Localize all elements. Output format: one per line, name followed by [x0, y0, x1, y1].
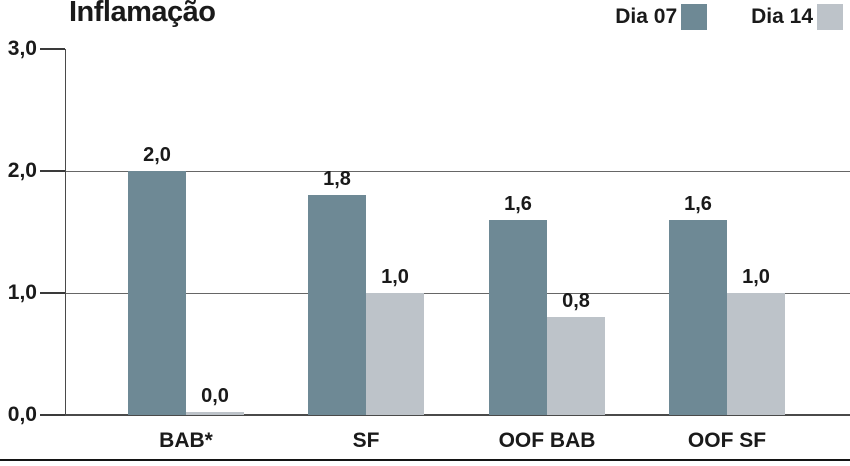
legend-item-dia07: Dia 07: [615, 4, 708, 30]
y-axis-tick: [40, 170, 65, 172]
bar-dia14-bab: [186, 412, 244, 415]
category-label-bab: BAB*: [159, 429, 213, 452]
bar-dia07-sf: [308, 195, 366, 415]
bar-dia14-oofsf: [727, 293, 785, 415]
y-axis-tick: [40, 48, 65, 50]
bar-value-label: 1,0: [742, 266, 770, 288]
legend-label-dia14: Dia 14: [751, 5, 813, 28]
y-axis-tick: [40, 292, 65, 294]
y-axis-tick-label: 0,0: [7, 403, 37, 426]
bar-dia07-bab: [128, 171, 186, 415]
legend-swatch-dark-icon: [681, 4, 708, 30]
bar-value-label: 1,0: [381, 266, 409, 288]
x-axis-baseline: [65, 414, 850, 416]
legend-swatch-light-icon: [817, 4, 843, 30]
bar-value-label: 1,6: [504, 193, 532, 215]
bar-value-label: 0,0: [201, 385, 229, 407]
chart-title: Inflamação: [69, 0, 216, 28]
y-axis-tick: [40, 414, 65, 416]
legend-label-dia07: Dia 07: [615, 5, 678, 28]
y-axis-line: [65, 49, 66, 415]
bar-dia14-sf: [366, 293, 424, 415]
y-axis-tick-label: 3,0: [7, 37, 37, 60]
gridline: [65, 171, 850, 172]
legend: Dia 07 Dia 14: [615, 4, 843, 30]
category-label-oofsf: OOF SF: [687, 429, 767, 452]
bar-dia14-oofbab: [547, 317, 605, 415]
y-axis-tick-label: 1,0: [7, 281, 37, 304]
bar-dia07-oofsf: [669, 220, 727, 415]
bar-value-label: 1,6: [684, 193, 712, 215]
y-axis-tick-label: 2,0: [7, 159, 37, 182]
bar-dia07-oofbab: [489, 220, 547, 415]
category-label-oofbab: OOF BAB: [498, 429, 596, 452]
bottom-rule: [0, 459, 850, 461]
category-label-sf: SF: [352, 429, 380, 452]
bar-value-label: 0,8: [562, 290, 590, 312]
bar-value-label: 2,0: [143, 144, 171, 166]
legend-item-dia14: Dia 14: [751, 4, 843, 30]
bar-value-label: 1,8: [323, 168, 351, 190]
gridline: [65, 293, 850, 294]
